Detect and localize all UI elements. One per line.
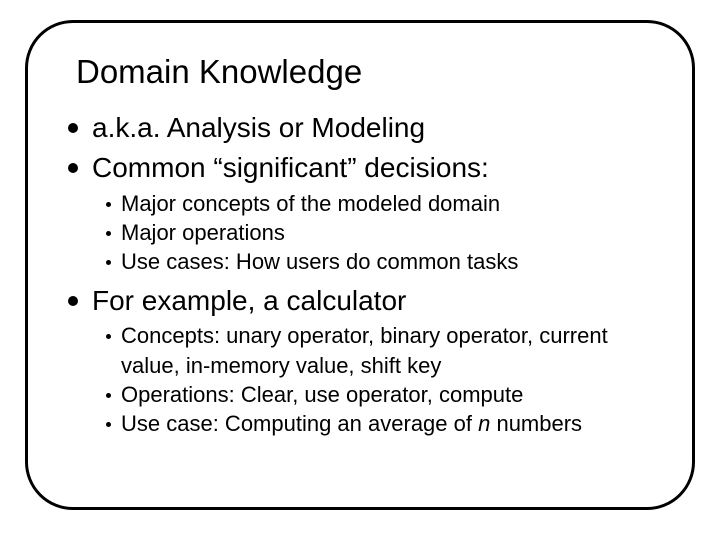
sub-dot-icon [106, 334, 111, 339]
sub-text: Use cases: How users do common tasks [121, 247, 518, 276]
sub-dot-icon [106, 231, 111, 236]
bullet-list: a.k.a. Analysis or Modeling Common “sign… [68, 109, 652, 438]
sub-item: Major concepts of the modeled domain [106, 189, 652, 218]
bullet-dot-icon [68, 123, 78, 133]
sub-dot-icon [106, 202, 111, 207]
sub-list: Major concepts of the modeled domain Maj… [106, 189, 652, 276]
sub-text: Use case: Computing an average of n numb… [121, 409, 582, 438]
sub-text-italic: n [478, 411, 490, 436]
sub-dot-icon [106, 393, 111, 398]
bullet-text: a.k.a. Analysis or Modeling [92, 109, 425, 147]
bullet-text: Common “significant” decisions: [92, 149, 489, 187]
bullet-item: For example, a calculator [68, 282, 652, 320]
sub-text: Major concepts of the modeled domain [121, 189, 500, 218]
sub-dot-icon [106, 422, 111, 427]
sub-text: Operations: Clear, use operator, compute [121, 380, 523, 409]
bullet-item: a.k.a. Analysis or Modeling [68, 109, 652, 147]
sub-text-post: numbers [490, 411, 582, 436]
sub-text-pre: Use case: Computing an average of [121, 411, 478, 436]
bullet-dot-icon [68, 163, 78, 173]
bullet-text: For example, a calculator [92, 282, 406, 320]
bullet-dot-icon [68, 296, 78, 306]
sub-item: Use case: Computing an average of n numb… [106, 409, 652, 438]
sub-item: Concepts: unary operator, binary operato… [106, 321, 652, 379]
sub-item: Use cases: How users do common tasks [106, 247, 652, 276]
sub-text: Major operations [121, 218, 285, 247]
sub-item: Major operations [106, 218, 652, 247]
sub-list: Concepts: unary operator, binary operato… [106, 321, 652, 437]
slide-frame: Domain Knowledge a.k.a. Analysis or Mode… [25, 20, 695, 510]
slide-title: Domain Knowledge [76, 53, 652, 91]
sub-dot-icon [106, 260, 111, 265]
sub-text: Concepts: unary operator, binary operato… [121, 321, 652, 379]
sub-item: Operations: Clear, use operator, compute [106, 380, 652, 409]
bullet-item: Common “significant” decisions: [68, 149, 652, 187]
